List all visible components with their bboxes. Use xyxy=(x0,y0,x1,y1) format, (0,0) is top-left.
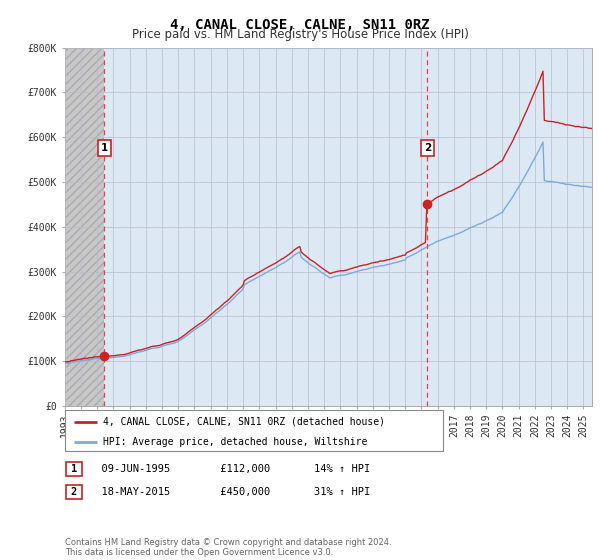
4, CANAL CLOSE, CALNE, SN11 0RZ (detached house) xyxy=(482,168,490,175)
FancyBboxPatch shape xyxy=(65,410,443,451)
Text: 2: 2 xyxy=(71,487,77,497)
HPI: Average price, detached house, Wiltshire: (2.02e+03, 4.95e+05): Average price, detached house, Wiltshire… xyxy=(565,181,572,188)
Text: 2: 2 xyxy=(424,143,431,153)
HPI: Average price, detached house, Wiltshire: (2.03e+03, 4.89e+05): Average price, detached house, Wiltshire… xyxy=(589,184,596,190)
4, CANAL CLOSE, CALNE, SN11 0RZ (detached house) xyxy=(488,165,495,171)
Text: 09-JUN-1995        £112,000       14% ↑ HPI: 09-JUN-1995 £112,000 14% ↑ HPI xyxy=(89,464,370,474)
HPI: Average price, detached house, Wiltshire: (2.02e+03, 4.19e+05): Average price, detached house, Wiltshire… xyxy=(488,215,495,222)
4, CANAL CLOSE, CALNE, SN11 0RZ (detached house) xyxy=(61,358,68,365)
Line: HPI: Average price, detached house, Wiltshire: HPI: Average price, detached house, Wilt… xyxy=(65,142,593,363)
Text: Contains HM Land Registry data © Crown copyright and database right 2024.
This d: Contains HM Land Registry data © Crown c… xyxy=(65,538,391,557)
Text: 4, CANAL CLOSE, CALNE, SN11 0RZ: 4, CANAL CLOSE, CALNE, SN11 0RZ xyxy=(170,18,430,32)
4, CANAL CLOSE, CALNE, SN11 0RZ (detached house) xyxy=(524,104,532,111)
4, CANAL CLOSE, CALNE, SN11 0RZ (detached house) xyxy=(589,124,596,131)
Text: 4, CANAL CLOSE, CALNE, SN11 0RZ (detached house): 4, CANAL CLOSE, CALNE, SN11 0RZ (detache… xyxy=(103,417,385,427)
Line: 4, CANAL CLOSE, CALNE, SN11 0RZ (detached house): 4, CANAL CLOSE, CALNE, SN11 0RZ (detache… xyxy=(65,71,593,362)
Text: 18-MAY-2015        £450,000       31% ↑ HPI: 18-MAY-2015 £450,000 31% ↑ HPI xyxy=(89,487,370,497)
Text: 1: 1 xyxy=(101,143,108,153)
Text: 1: 1 xyxy=(71,464,77,474)
HPI: Average price, detached house, Wiltshire: (2.02e+03, 4.13e+05): Average price, detached house, Wiltshire… xyxy=(482,217,490,224)
HPI: Average price, detached house, Wiltshire: (2.01e+03, 3.13e+05): Average price, detached house, Wiltshire… xyxy=(376,263,383,269)
HPI: Average price, detached house, Wiltshire: (1.99e+03, 9.49e+04): Average price, detached house, Wiltshire… xyxy=(61,360,68,367)
HPI: Average price, detached house, Wiltshire: (2.02e+03, 5.89e+05): Average price, detached house, Wiltshire… xyxy=(539,139,547,146)
Text: Price paid vs. HM Land Registry's House Price Index (HPI): Price paid vs. HM Land Registry's House … xyxy=(131,28,469,41)
4, CANAL CLOSE, CALNE, SN11 0RZ (detached house) xyxy=(539,68,547,74)
Text: HPI: Average price, detached house, Wiltshire: HPI: Average price, detached house, Wilt… xyxy=(103,437,367,447)
4, CANAL CLOSE, CALNE, SN11 0RZ (detached house) xyxy=(565,122,572,128)
Bar xyxy=(65,48,104,406)
4, CANAL CLOSE, CALNE, SN11 0RZ (detached house) xyxy=(380,258,387,264)
HPI: Average price, detached house, Wiltshire: (2.02e+03, 5.26e+05): Average price, detached house, Wiltshire… xyxy=(524,167,532,174)
4, CANAL CLOSE, CALNE, SN11 0RZ (detached house) xyxy=(376,258,383,265)
HPI: Average price, detached house, Wiltshire: (2.01e+03, 3.13e+05): Average price, detached house, Wiltshire… xyxy=(380,262,387,269)
